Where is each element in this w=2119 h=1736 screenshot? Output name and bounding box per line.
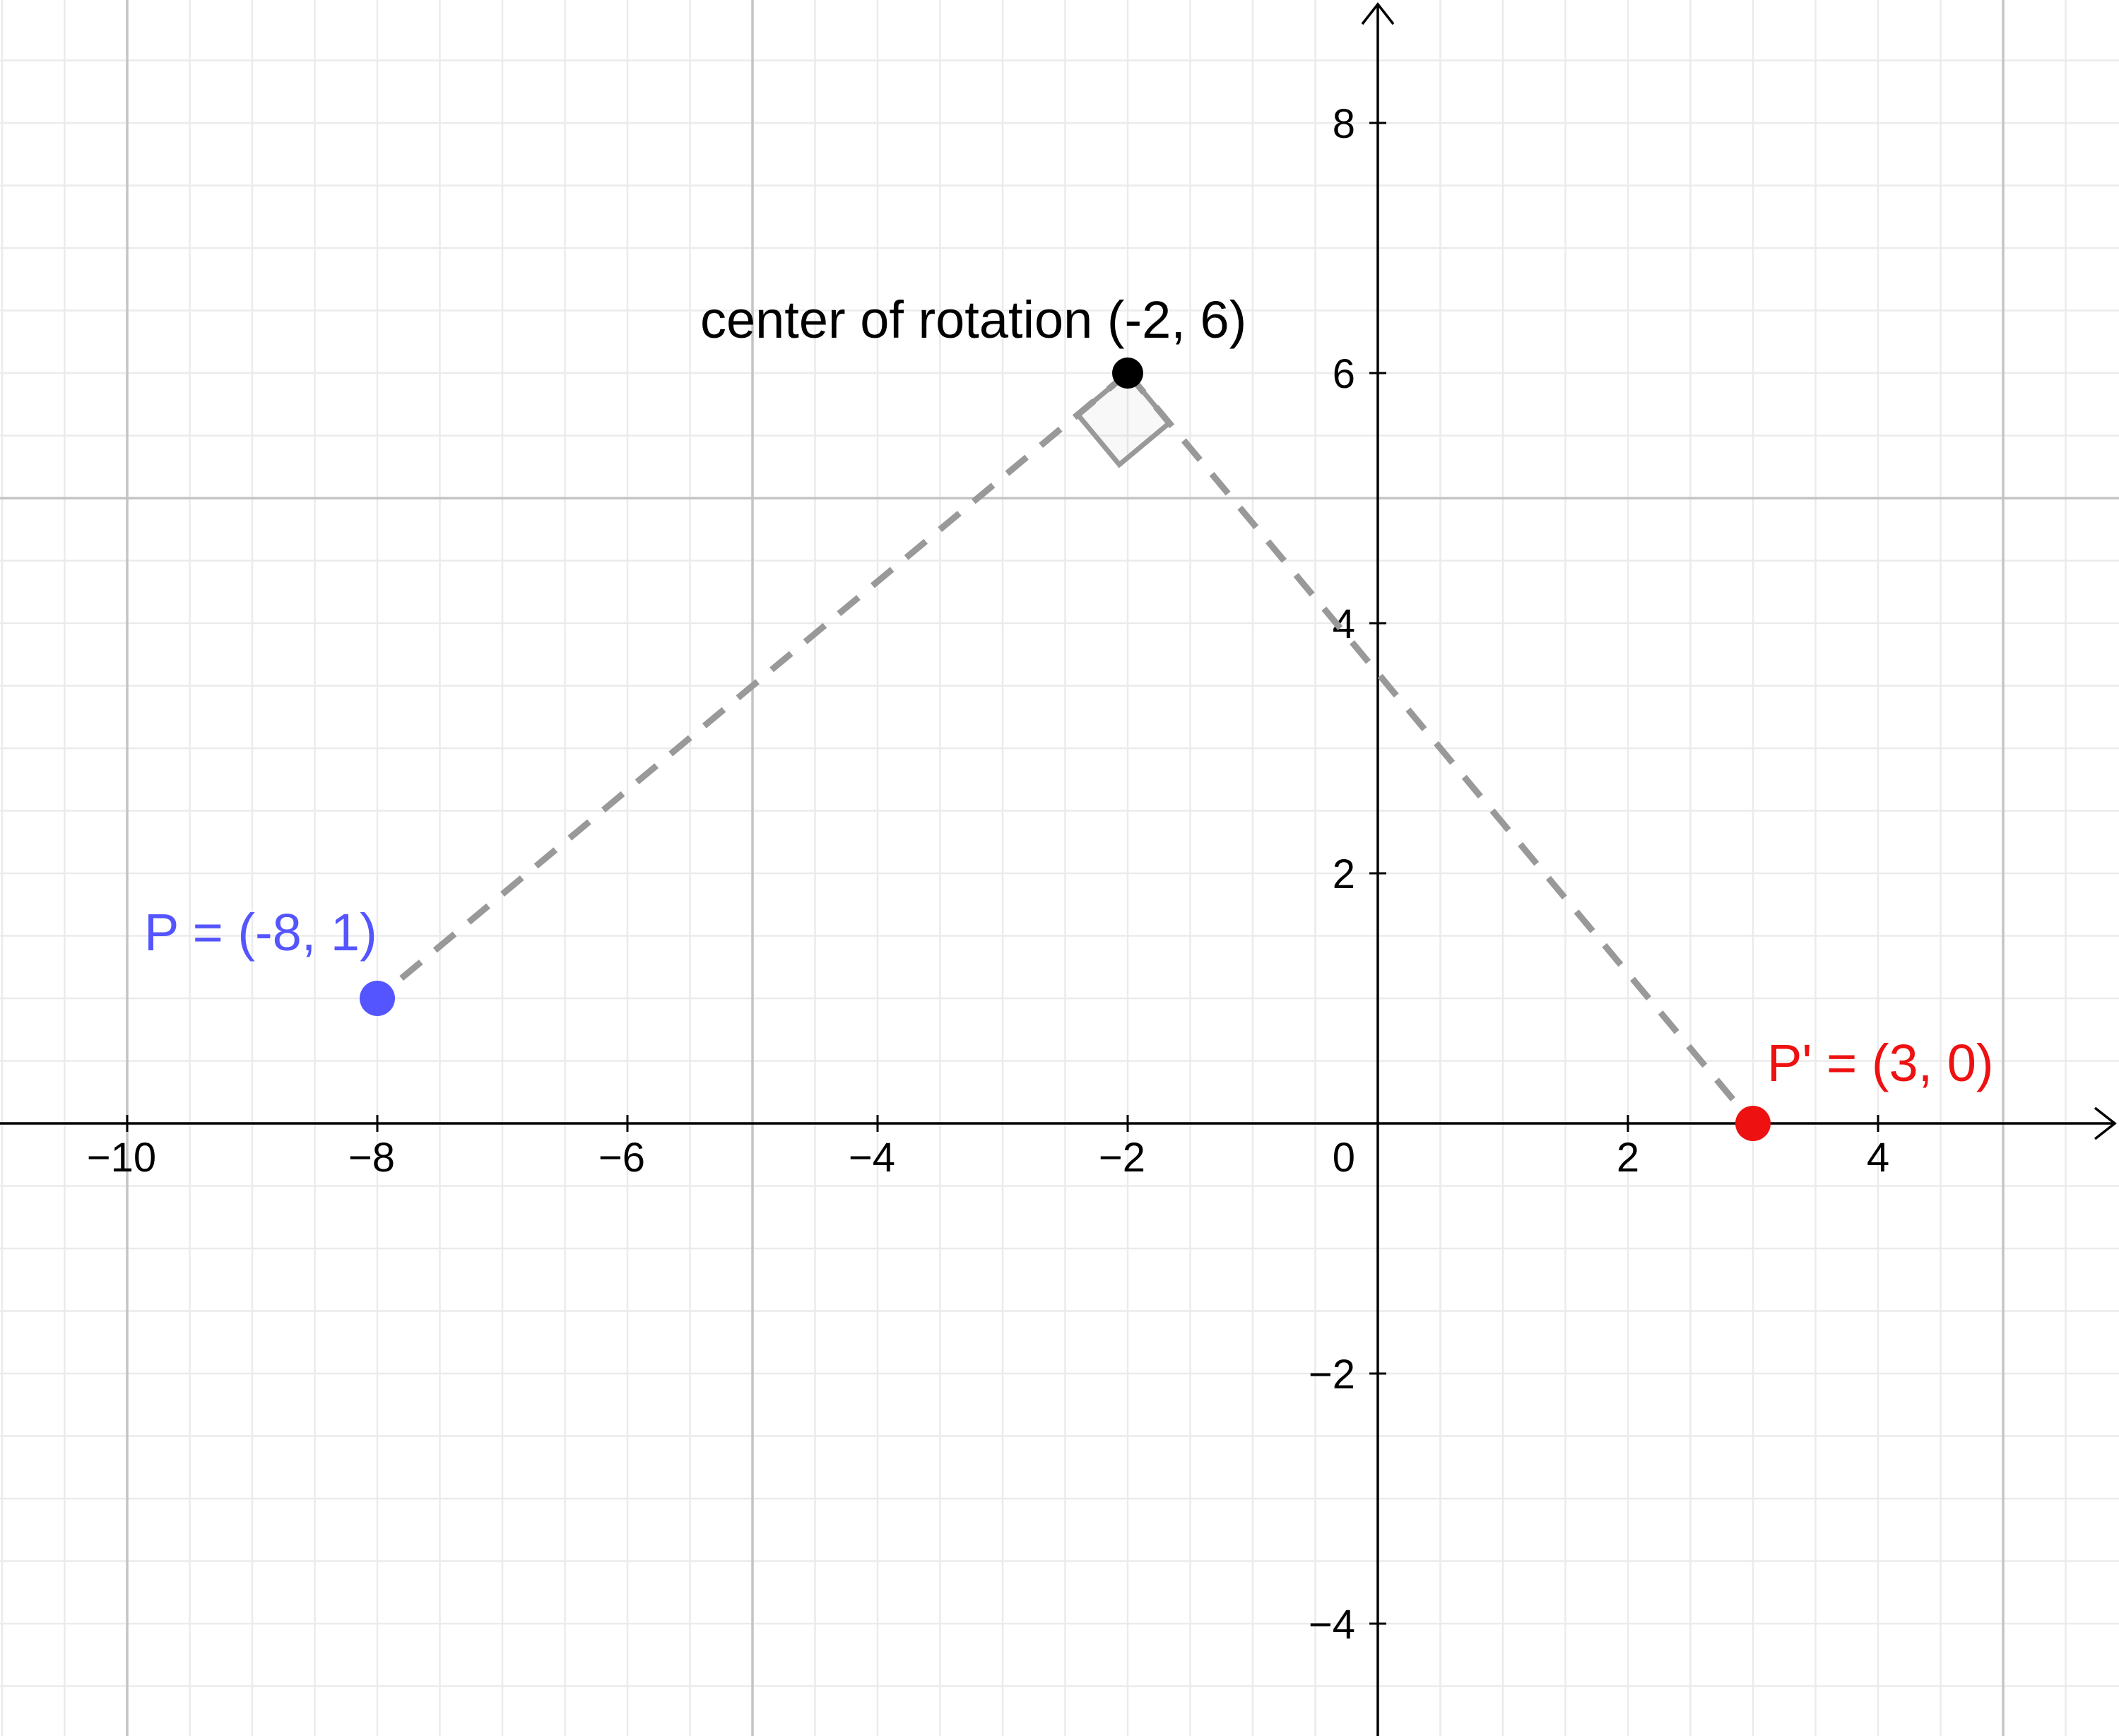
x-axis-arrow: [2094, 1106, 2117, 1140]
label-center: center of rotation (-2, 6): [700, 290, 1246, 349]
x-tick-label: 2: [1617, 1135, 1639, 1181]
segment-center-to-p-prime: [1125, 371, 1756, 1126]
label-p-prime: P' = (3, 0): [1767, 1034, 1994, 1092]
x-tick-label: −4: [849, 1135, 895, 1181]
point-labels: P = (-8, 1) center of rotation (-2, 6) P' …: [144, 290, 1994, 1092]
x-tick-label: −6: [598, 1135, 645, 1181]
y-tick-label: −4: [1309, 1602, 1355, 1648]
segment-center-to-p: [375, 370, 1130, 1001]
tick-marks: [126, 122, 1879, 1625]
x-tick-label: −10: [87, 1135, 156, 1181]
points: [360, 358, 1771, 1141]
y-axis-arrow: [1361, 2, 1395, 25]
right-angle-square: [1074, 370, 1173, 468]
x-tick-label: 4: [1867, 1135, 1889, 1181]
point-center: [1112, 358, 1143, 389]
x-tick-label: −8: [348, 1135, 395, 1181]
y-tick-label: 8: [1333, 101, 1355, 147]
point-p-prime: [1735, 1106, 1771, 1141]
segments: [375, 370, 1756, 1126]
y-tick-label: −2: [1309, 1352, 1355, 1398]
x-tick-label: −2: [1099, 1135, 1145, 1181]
point-p: [360, 981, 395, 1016]
origin-label: 0: [1333, 1135, 1355, 1181]
label-p: P = (-8, 1): [144, 903, 377, 962]
right-angle-marker: [1074, 370, 1173, 468]
y-tick-label: 6: [1333, 351, 1355, 397]
y-tick-label: 2: [1333, 851, 1355, 897]
